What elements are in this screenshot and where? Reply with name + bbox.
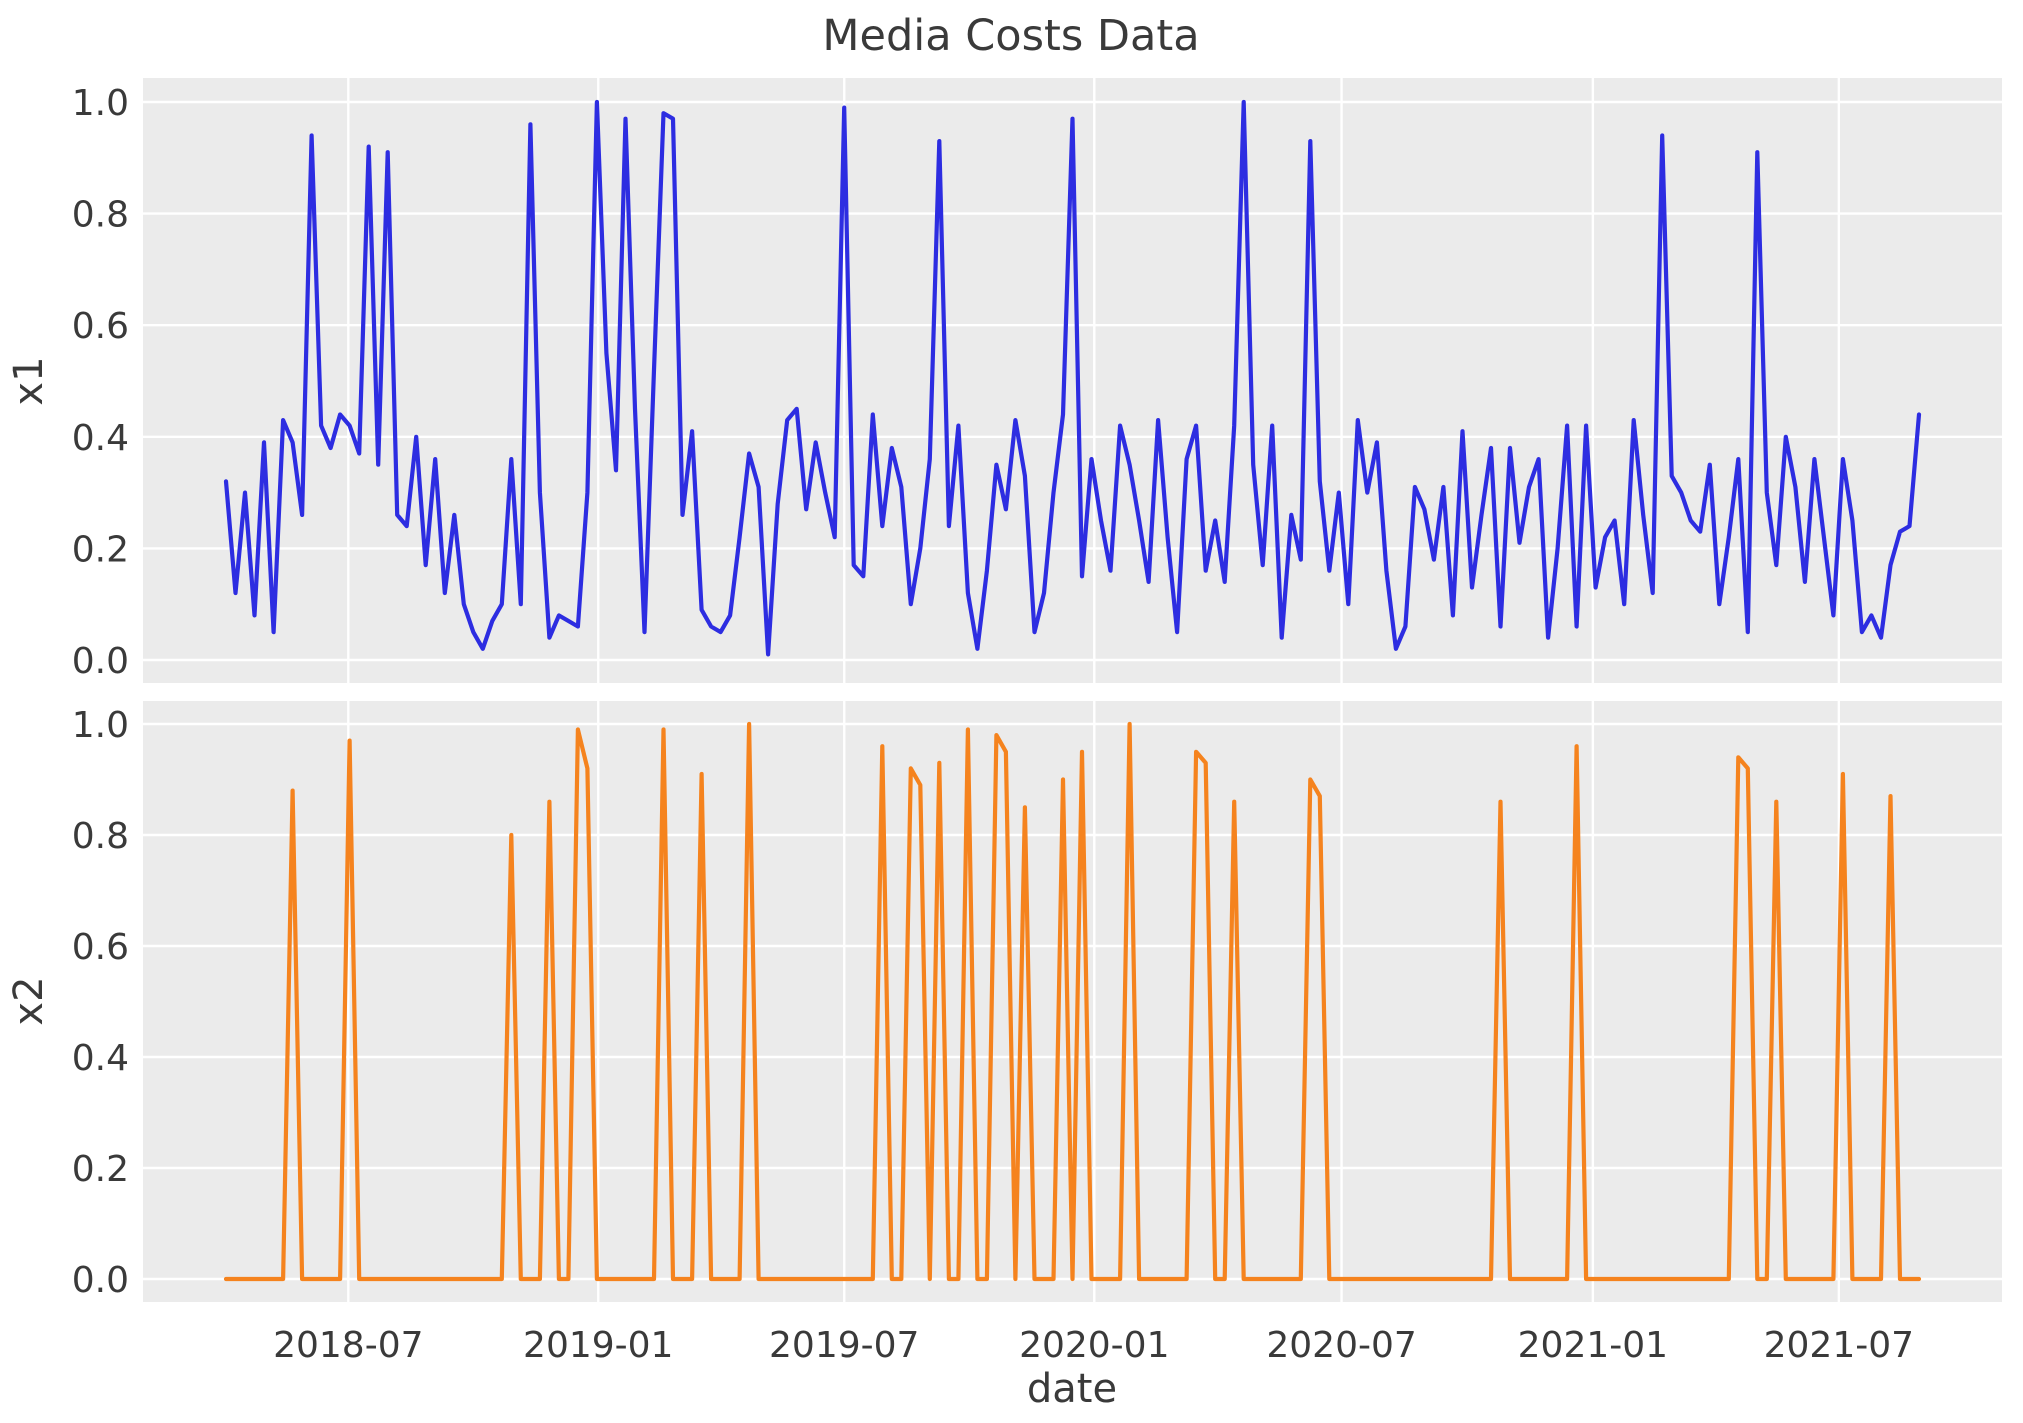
y-tick-label: 1.0	[72, 705, 129, 746]
x1-line	[223, 99, 1922, 657]
y-tick-label: 0.2	[72, 529, 129, 570]
y-tick-label: 0.8	[72, 816, 129, 857]
x-tick-label: 2020-01	[1019, 1325, 1169, 1366]
x-tick-label: 2019-07	[769, 1325, 919, 1366]
subplot-x1-y-tick-labels: 0.0 0.2 0.4 0.6 0.8 1.0	[72, 83, 129, 682]
y-tick-label: 0.6	[72, 306, 129, 347]
subplot-x1: 0.0 0.2 0.4 0.6 0.8 1.0 x1	[6, 78, 2002, 683]
subplot-x2: 0.0 0.2 0.4 0.6 0.8 1.0 x2	[6, 701, 2002, 1302]
y-tick-label: 0.2	[72, 1149, 129, 1190]
y-tick-label: 0.0	[72, 1260, 129, 1301]
figure-title: Media Costs Data	[822, 11, 1199, 61]
x-tick-label: 2021-01	[1518, 1325, 1668, 1366]
x-tick-label: 2021-07	[1764, 1325, 1914, 1366]
x-axis-tick-labels: 2018-07 2019-01 2019-07 2020-01 2020-07 2021-…	[273, 1325, 1914, 1366]
x-tick-label: 2018-07	[273, 1325, 423, 1366]
y-tick-label: 0.8	[72, 195, 129, 236]
x-tick-label: 2020-07	[1266, 1325, 1416, 1366]
y-tick-label: 0.6	[72, 927, 129, 968]
y-axis-label-x2: x2	[6, 976, 52, 1025]
y-axis-label-x1: x1	[6, 356, 52, 405]
x-tick-label: 2019-01	[523, 1325, 673, 1366]
y-tick-label: 0.4	[72, 1038, 129, 1079]
subplot-x2-y-tick-labels: 0.0 0.2 0.4 0.6 0.8 1.0	[72, 705, 129, 1301]
x2-line	[223, 721, 1922, 1282]
y-tick-label: 1.0	[72, 83, 129, 124]
subplot-x1-grid	[143, 78, 2002, 683]
x-axis-label: date	[1027, 1366, 1117, 1412]
y-tick-label: 0.4	[72, 418, 129, 459]
y-tick-label: 0.0	[72, 641, 129, 682]
